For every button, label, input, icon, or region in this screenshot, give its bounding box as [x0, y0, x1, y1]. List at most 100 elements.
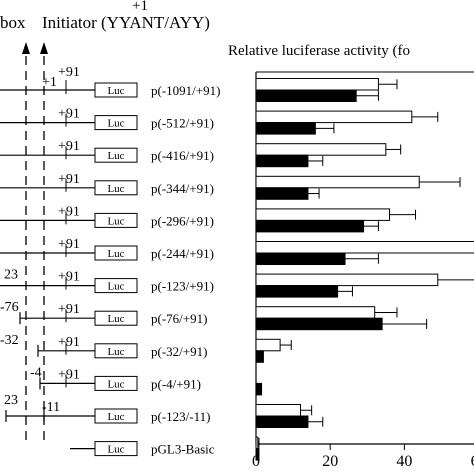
- luc-label: Luc: [107, 248, 124, 260]
- category-label: p(-416/+91): [151, 148, 214, 163]
- category-label: p(-123/+91): [151, 279, 214, 294]
- position-label: -11: [42, 400, 60, 415]
- bar-filled: [255, 219, 365, 233]
- luc-label: Luc: [107, 183, 124, 195]
- position-label: +91: [58, 367, 80, 382]
- category-label: p(-344/+91): [151, 181, 214, 196]
- position-label: +91: [58, 270, 80, 285]
- luc-label: Luc: [107, 281, 124, 293]
- bar-filled: [255, 154, 309, 168]
- category-label: p(-296/+91): [151, 213, 214, 228]
- bar-open: [255, 338, 281, 352]
- position-label: +91: [58, 237, 80, 252]
- construct-row: Luc 23 -11: [4, 393, 138, 424]
- luc-label: Luc: [107, 118, 124, 130]
- luc-box: [94, 310, 138, 326]
- position-label: +91: [58, 65, 80, 80]
- initiator-marker: [40, 42, 48, 440]
- luc-label: Luc: [107, 444, 124, 456]
- category-label: pGL3-Basic: [151, 442, 215, 457]
- bar-filled: [255, 415, 309, 428]
- construct-row: Luc +91: [0, 204, 138, 228]
- luc-label: Luc: [107, 411, 124, 423]
- luc-box: [94, 245, 138, 261]
- luc-label: Luc: [107, 378, 124, 390]
- x-tick-label: 20: [322, 453, 338, 470]
- category-label: p(-32/+91): [151, 344, 207, 359]
- construct-row: Luc +91: [0, 237, 138, 261]
- construct-row: Luc +91: [0, 172, 138, 196]
- position-label: -32: [0, 333, 19, 348]
- luc-box: [94, 180, 138, 196]
- luc-label: Luc: [107, 313, 124, 325]
- position-label: 23: [4, 393, 18, 408]
- bar-filled: [255, 252, 346, 265]
- position-label: +91: [58, 302, 80, 317]
- category-label: p(-76/+91): [151, 311, 207, 326]
- position-label: 23: [4, 268, 18, 283]
- category-label: p(-1091/+91): [151, 83, 220, 98]
- position-label: +91: [58, 335, 80, 350]
- box-label: box: [0, 13, 26, 32]
- x-tick-label: 60: [471, 453, 474, 470]
- bar-filled: [255, 448, 260, 461]
- luc-box: [94, 441, 138, 457]
- category-label: p(-4/+91): [151, 376, 201, 391]
- category-label: p(-512/+91): [151, 116, 214, 131]
- position-label: +1: [42, 75, 57, 90]
- position-label: -4: [30, 365, 42, 380]
- bar-open: [255, 143, 387, 156]
- bar-filled: [255, 350, 264, 363]
- x-tick-label: 40: [396, 453, 412, 470]
- luc-box: [94, 82, 138, 98]
- construct-row: Luc +91 -4: [30, 365, 138, 391]
- bar-open: [255, 78, 379, 91]
- bar-open: [255, 208, 391, 221]
- bar-open: [255, 404, 302, 417]
- luc-box: [94, 375, 138, 391]
- luc-box: [94, 147, 138, 163]
- position-label: +91: [58, 204, 80, 219]
- category-label: p(-244/+91): [151, 246, 214, 261]
- construct-row: Luc: [70, 441, 138, 457]
- construct-row: Luc +91: [0, 139, 138, 163]
- bar-open: [255, 436, 259, 450]
- plus-one-label: +1: [132, 0, 148, 14]
- construct-row: Luc +91 -32: [0, 333, 138, 359]
- chart-title: Relative luciferase activity (fo: [228, 43, 410, 59]
- luc-box: [94, 343, 138, 359]
- x-tick-label: 0: [252, 453, 260, 470]
- bar-chart: p(-1091/+91) p(-512/+91) p(-416/+91) p(-344…: [151, 71, 474, 470]
- bar-open: [255, 241, 474, 254]
- promoter-constructs: Luc+1+91Luc+91Luc+91Luc+91Luc+91Luc+91Lu…: [0, 65, 138, 457]
- construct-row: Luc +91 -76: [0, 300, 138, 326]
- luc-box: [94, 278, 138, 294]
- position-label: -76: [0, 300, 19, 315]
- position-label: +91: [58, 107, 80, 122]
- bar-filled: [255, 187, 309, 200]
- bar-filled: [255, 285, 339, 298]
- initiator-label: Initiator (YYANT/AYY): [42, 13, 210, 32]
- position-label: +91: [58, 172, 80, 187]
- luc-label: Luc: [107, 150, 124, 162]
- bar-filled: [255, 382, 263, 396]
- bar-filled: [255, 317, 383, 331]
- position-label: +91: [58, 139, 80, 154]
- category-label: p(-123/-11): [151, 409, 210, 424]
- construct-row: Luc +91: [0, 107, 138, 131]
- bar-open: [255, 175, 420, 189]
- luc-label: Luc: [107, 85, 124, 97]
- construct-row: Luc +91 23: [0, 268, 138, 294]
- bar-open: [255, 110, 413, 124]
- bar-filled: [255, 89, 357, 102]
- bar-filled: [255, 122, 316, 135]
- luc-box: [94, 212, 138, 228]
- luc-box: [94, 115, 138, 131]
- construct-row: Luc +1+91: [0, 65, 138, 98]
- bar-open: [255, 273, 439, 287]
- bar-open: [255, 306, 376, 319]
- tata-box-marker: [22, 42, 30, 440]
- luc-label: Luc: [107, 215, 124, 227]
- luc-label: Luc: [107, 346, 124, 358]
